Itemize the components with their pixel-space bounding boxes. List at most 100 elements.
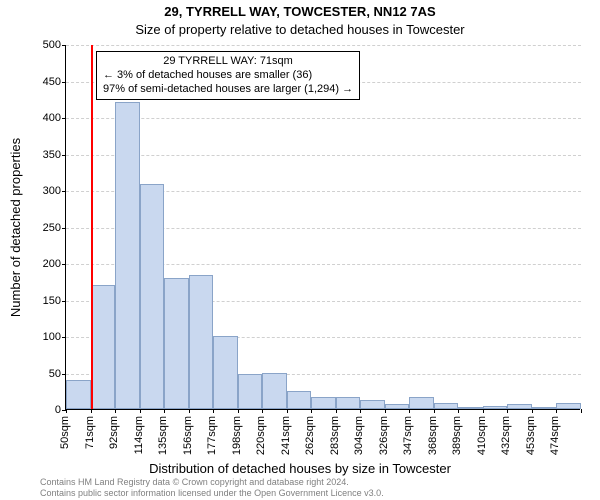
x-tick-label: 220sqm — [255, 416, 267, 455]
x-tick-mark — [336, 409, 337, 413]
y-tick-mark — [62, 155, 66, 156]
x-tick-label: 474sqm — [549, 416, 561, 455]
histogram-bar — [66, 380, 91, 409]
marker-line — [91, 45, 93, 409]
y-tick-label: 100 — [21, 331, 61, 343]
y-tick-label: 200 — [21, 258, 61, 270]
x-tick-label: 92sqm — [108, 416, 120, 449]
gridline — [66, 45, 581, 46]
attribution: Contains HM Land Registry data © Crown c… — [40, 477, 384, 498]
x-axis-title: Distribution of detached houses by size … — [0, 461, 600, 476]
y-tick-label: 250 — [21, 222, 61, 234]
x-tick-mark — [311, 409, 312, 413]
x-tick-mark — [213, 409, 214, 413]
histogram-bar — [262, 373, 287, 410]
x-tick-mark — [66, 409, 67, 413]
x-tick-mark — [140, 409, 141, 413]
y-tick-mark — [62, 82, 66, 83]
x-tick-mark — [262, 409, 263, 413]
plot-wrap: 29 TYRRELL WAY: 71sqm← 3% of detached ho… — [65, 45, 580, 410]
x-tick-mark — [483, 409, 484, 413]
x-tick-mark — [115, 409, 116, 413]
x-tick-mark — [409, 409, 410, 413]
histogram-bar — [360, 400, 385, 409]
x-tick-label: 347sqm — [402, 416, 414, 455]
histogram-bar — [164, 278, 189, 409]
y-tick-mark — [62, 337, 66, 338]
chart-title-address: 29, TYRRELL WAY, TOWCESTER, NN12 7AS — [0, 4, 600, 19]
histogram-bar — [483, 406, 508, 409]
x-tick-mark — [360, 409, 361, 413]
x-tick-mark — [164, 409, 165, 413]
histogram-bar — [507, 404, 532, 409]
x-tick-label: 432sqm — [500, 416, 512, 455]
annotation-box: 29 TYRRELL WAY: 71sqm← 3% of detached ho… — [96, 51, 360, 100]
histogram-bar — [409, 397, 434, 409]
histogram-bar — [311, 397, 336, 409]
y-tick-mark — [62, 191, 66, 192]
chart-root: 29, TYRRELL WAY, TOWCESTER, NN12 7AS Siz… — [0, 0, 600, 500]
plot-area: 29 TYRRELL WAY: 71sqm← 3% of detached ho… — [65, 45, 580, 410]
x-tick-mark — [507, 409, 508, 413]
x-tick-label: 453sqm — [525, 416, 537, 455]
histogram-bar — [385, 404, 410, 409]
x-tick-label: 71sqm — [84, 416, 96, 449]
y-tick-mark — [62, 301, 66, 302]
histogram-bar — [140, 184, 165, 409]
x-tick-label: 156sqm — [182, 416, 194, 455]
histogram-bar — [189, 275, 214, 409]
y-tick-label: 350 — [21, 149, 61, 161]
attribution-line-2: Contains public sector information licen… — [40, 488, 384, 498]
x-tick-label: 262sqm — [304, 416, 316, 455]
histogram-bar — [458, 407, 483, 409]
x-tick-mark — [434, 409, 435, 413]
histogram-bar — [336, 397, 361, 409]
x-tick-label: 135sqm — [157, 416, 169, 455]
x-tick-mark — [556, 409, 557, 413]
gridline — [66, 118, 581, 119]
x-tick-label: 50sqm — [59, 416, 71, 449]
histogram-bar — [532, 407, 557, 409]
attribution-line-1: Contains HM Land Registry data © Crown c… — [40, 477, 384, 487]
x-tick-label: 114sqm — [133, 416, 145, 454]
x-tick-mark — [532, 409, 533, 413]
x-tick-label: 177sqm — [206, 416, 218, 455]
gridline — [66, 155, 581, 156]
y-tick-label: 50 — [21, 368, 61, 380]
x-tick-mark — [287, 409, 288, 413]
x-tick-label: 283sqm — [329, 416, 341, 455]
x-tick-mark — [458, 409, 459, 413]
histogram-bar — [115, 102, 140, 409]
x-tick-label: 198sqm — [231, 416, 243, 455]
annotation-line: 97% of semi-detached houses are larger (… — [103, 83, 353, 97]
y-tick-mark — [62, 118, 66, 119]
histogram-bar — [287, 391, 312, 409]
y-tick-label: 400 — [21, 112, 61, 124]
x-tick-mark — [385, 409, 386, 413]
x-tick-label: 241sqm — [280, 416, 292, 455]
y-tick-mark — [62, 374, 66, 375]
annotation-line: 29 TYRRELL WAY: 71sqm — [103, 55, 353, 69]
x-tick-label: 304sqm — [353, 416, 365, 455]
y-tick-label: 150 — [21, 295, 61, 307]
x-tick-mark — [91, 409, 92, 413]
x-tick-mark — [238, 409, 239, 413]
histogram-bar — [238, 374, 263, 409]
annotation-line: ← 3% of detached houses are smaller (36) — [103, 69, 353, 83]
x-tick-label: 410sqm — [476, 416, 488, 455]
histogram-bar — [434, 403, 459, 409]
y-tick-label: 300 — [21, 185, 61, 197]
chart-subtitle: Size of property relative to detached ho… — [0, 22, 600, 37]
y-tick-label: 500 — [21, 39, 61, 51]
histogram-bar — [213, 336, 238, 409]
y-tick-mark — [62, 264, 66, 265]
histogram-bar — [91, 285, 116, 409]
x-tick-label: 389sqm — [451, 416, 463, 455]
histogram-bar — [556, 403, 581, 409]
y-tick-label: 450 — [21, 76, 61, 88]
x-tick-label: 326sqm — [378, 416, 390, 455]
y-tick-mark — [62, 228, 66, 229]
x-tick-mark — [581, 409, 582, 413]
y-tick-label: 0 — [21, 404, 61, 416]
y-tick-mark — [62, 45, 66, 46]
